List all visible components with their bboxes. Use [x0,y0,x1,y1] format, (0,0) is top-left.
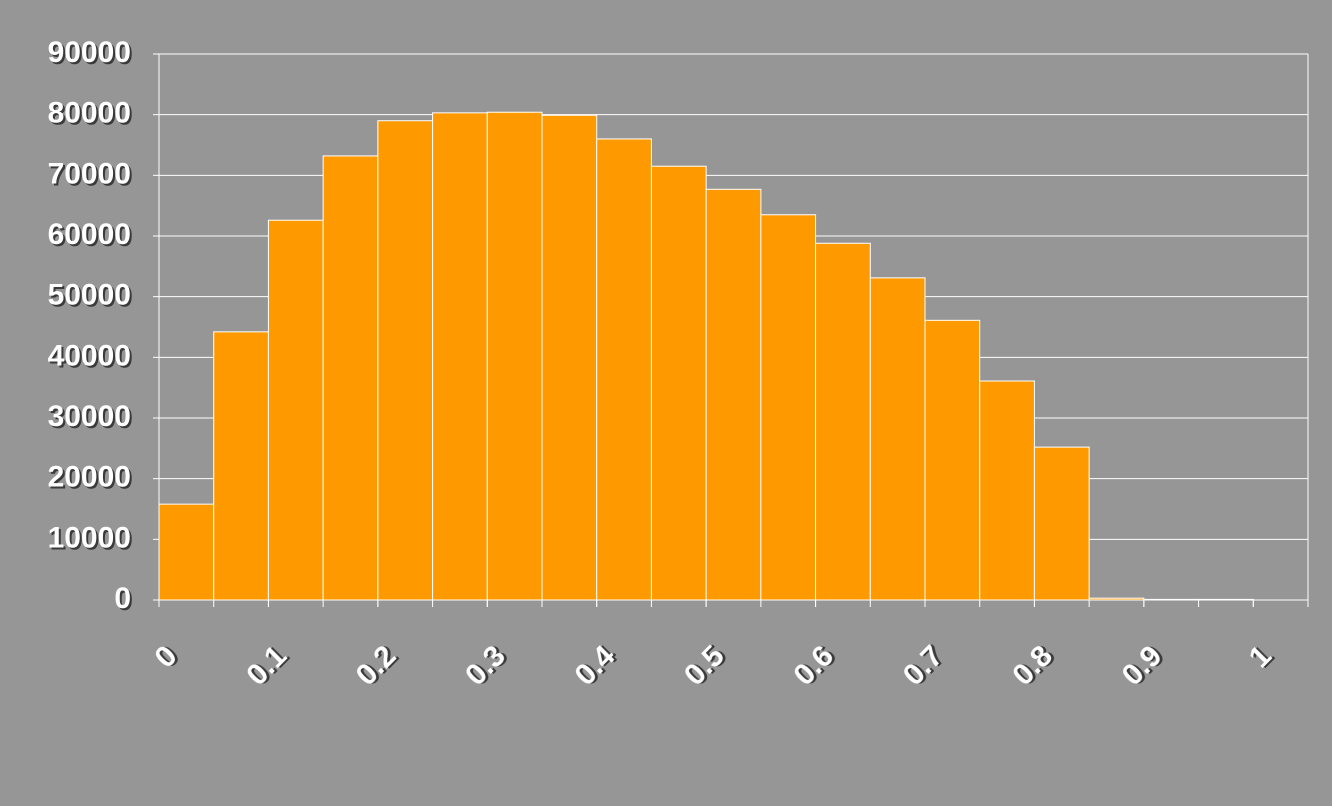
x-tick-label: 1 [1243,639,1278,674]
bar [541,114,598,601]
bar [760,214,817,601]
y-tick-label: 10000 [48,521,131,554]
bar [596,138,652,601]
y-tick-label: 60000 [48,218,131,251]
x-tick-label: 0.1 [240,639,293,692]
bar [377,120,434,601]
x-tick-label: 0 [148,639,183,674]
x-tick-label: 0.7 [897,639,950,692]
x-tick-label: 0.8 [1006,639,1059,692]
x-tick-label: 0.5 [678,639,731,692]
y-tick-label: 90000 [48,36,131,69]
y-tick-label: 20000 [48,461,131,494]
y-tick-label: 80000 [48,97,131,130]
x-tick-label: 0.3 [459,639,512,692]
bar [924,319,981,601]
bar [432,112,488,601]
bar [650,165,707,601]
bar [1033,446,1090,601]
bar [705,188,762,601]
x-tick-label: 0.6 [787,639,840,692]
bar [322,155,379,601]
bar [213,331,269,601]
y-tick-label: 50000 [48,279,131,312]
y-tick-label: 0 [114,582,131,615]
bar [267,219,324,601]
x-tick-label: 0.4 [568,639,621,692]
y-tick-label: 40000 [48,339,131,372]
bar [158,503,215,601]
bar [979,380,1035,601]
x-tick-label: 0.2 [350,639,403,692]
x-tick-label: 0.9 [1116,639,1169,692]
y-tick-label: 70000 [48,157,131,190]
bar [486,111,543,601]
bar [815,242,871,601]
bar [869,277,926,601]
y-tick-label: 30000 [48,400,131,433]
